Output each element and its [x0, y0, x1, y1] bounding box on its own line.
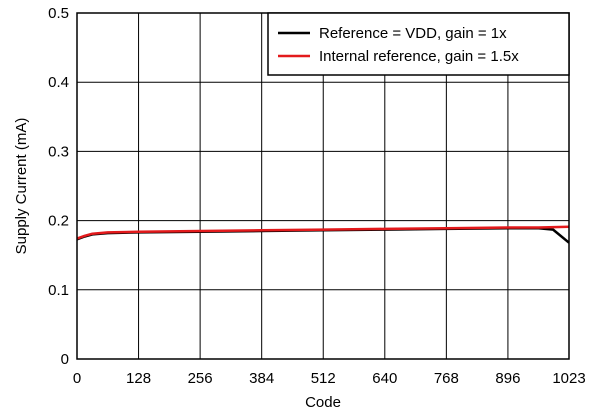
x-tick-label: 1023 — [552, 370, 585, 387]
x-tick-label: 768 — [434, 370, 459, 387]
x-axis-title: Code — [305, 394, 341, 411]
x-tick-label: 128 — [126, 370, 151, 387]
y-tick-label: 0.4 — [48, 74, 69, 91]
x-tick-label: 256 — [188, 370, 213, 387]
y-axis-ticks: 0 0.1 0.2 0.3 0.4 0.5 — [48, 5, 69, 368]
x-axis-ticks: 0 128 256 384 512 640 768 896 1023 — [73, 370, 586, 387]
legend-box — [267, 12, 570, 76]
y-tick-label: 0.3 — [48, 143, 69, 160]
x-tick-label: 0 — [73, 370, 81, 387]
x-tick-label: 640 — [372, 370, 397, 387]
x-tick-label: 896 — [495, 370, 520, 387]
y-axis-title: Supply Current (mA) — [13, 118, 30, 255]
y-tick-label: 0.1 — [48, 282, 69, 299]
y-tick-label: 0.5 — [48, 5, 69, 22]
legend-label: Reference = VDD, gain = 1x — [319, 25, 507, 42]
x-tick-label: 384 — [249, 370, 274, 387]
series-line-2 — [76, 225, 570, 240]
x-tick-label: 512 — [311, 370, 336, 387]
grid-lines — [77, 13, 569, 359]
y-tick-label: 0.2 — [48, 213, 69, 230]
legend-label: Internal reference, gain = 1.5x — [319, 48, 519, 65]
y-tick-label: 0 — [61, 351, 69, 368]
series-layer — [76, 225, 570, 244]
legend: Reference = VDD, gain = 1x Internal refer… — [267, 12, 570, 76]
